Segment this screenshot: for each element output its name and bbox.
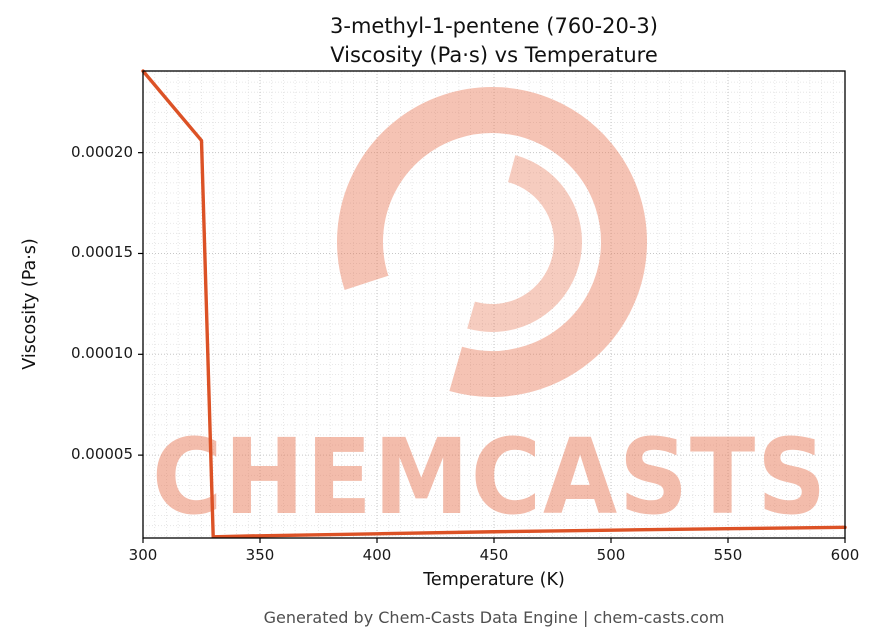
y-tick-label: 0.00020	[70, 142, 133, 161]
plot-area: CHEMCASTS	[138, 69, 847, 543]
y-tick-label: 0.00015	[70, 243, 133, 262]
y-tick-label: 0.00005	[70, 445, 133, 464]
x-tick-label: 450	[479, 546, 509, 564]
x-tick-label: 500	[596, 546, 626, 564]
x-tick-label: 400	[362, 546, 392, 564]
x-tick-label: 600	[830, 546, 860, 564]
watermark-text: CHEMCASTS	[152, 416, 828, 538]
chart-title: 3-methyl-1-pentene (760-20-3) Viscosity …	[143, 12, 845, 70]
chart-title-line2: Viscosity (Pa·s) vs Temperature	[330, 42, 658, 67]
y-tick-label: 0.00010	[70, 344, 133, 363]
footer-text: Generated by Chem-Casts Data Engine | ch…	[263, 608, 725, 627]
plot-canvas: CHEMCASTS	[138, 69, 847, 543]
data-line-viscosity	[141, 69, 847, 539]
x-tick-label: 550	[713, 546, 743, 564]
chart-title-line1: 3-methyl-1-pentene (760-20-3)	[330, 14, 658, 38]
watermark-logo-ring	[337, 87, 647, 397]
x-tick-label: 350	[245, 546, 275, 564]
x-tick-label: 300	[128, 546, 158, 564]
y-axis-label: Viscosity (Pa·s)	[20, 238, 40, 370]
watermark-logo-swirl	[402, 152, 582, 332]
x-axis-label: Temperature (K)	[423, 570, 565, 590]
